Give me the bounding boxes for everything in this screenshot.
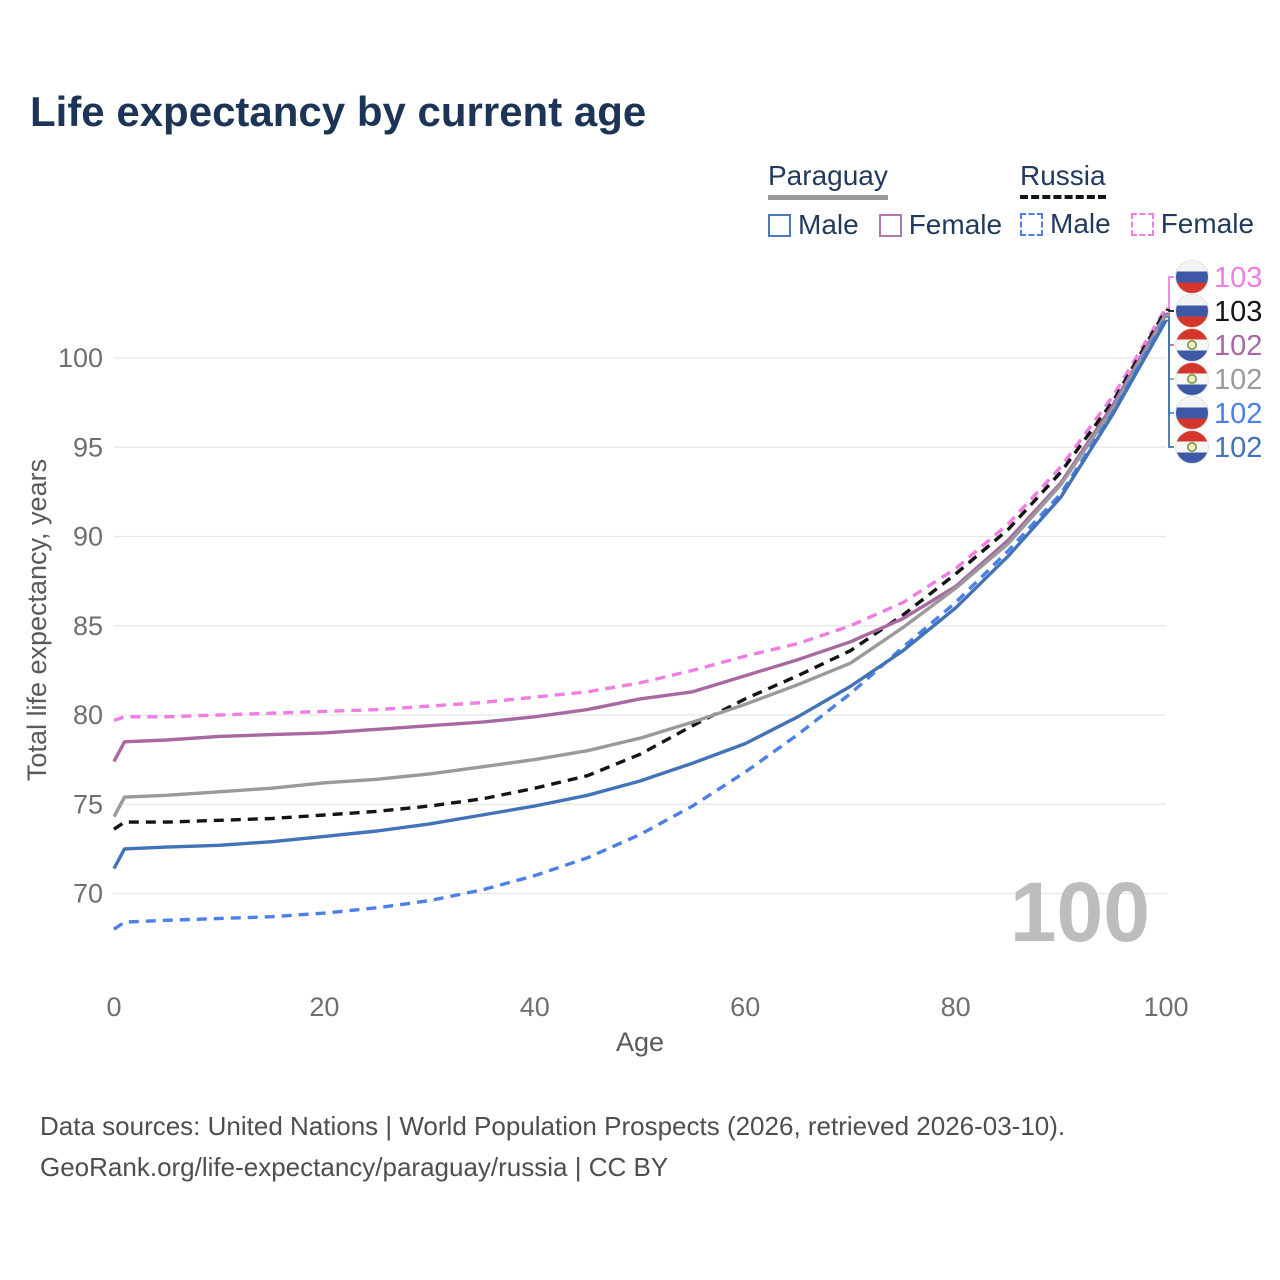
flag-ring <box>1175 294 1209 328</box>
flag-ring <box>1175 362 1209 396</box>
legend-item-russia-female[interactable]: Female <box>1130 208 1255 240</box>
y-tick-label-90: 90 <box>73 522 103 552</box>
legend-swatch-paraguay-female <box>878 213 902 237</box>
y-tick-label-95: 95 <box>73 432 103 462</box>
legend-label-paraguay-male: Male <box>798 209 859 240</box>
x-tick-label-60: 60 <box>730 992 760 1022</box>
y-axis-title: Total life expectancy, years <box>22 459 52 781</box>
series-line-russia-male[interactable] <box>113 316 1168 931</box>
russia-flag-icon <box>1175 260 1209 294</box>
hover-age-watermark: 100 <box>1010 865 1150 959</box>
leader-line-russia-female <box>1166 276 1174 309</box>
legend-swatch-russia-female <box>1130 212 1154 236</box>
series-line-russia-female[interactable] <box>113 307 1168 723</box>
flag-ring <box>1175 396 1209 430</box>
flag-ring <box>1175 260 1209 294</box>
leader-line-paraguay-male <box>1166 319 1174 448</box>
legend-swatch-russia-male <box>1020 212 1043 236</box>
life-expectancy-line-chart: 70 75 80 85 90 95 100 100 0 20 40 60 80 100 Age Total l… <box>22 260 1262 1057</box>
end-value-label-paraguay-both-sexes: 102 <box>1214 364 1262 396</box>
series-line-russia-both-sexes[interactable] <box>113 308 1168 831</box>
paraguay-flag-icon <box>1175 430 1209 464</box>
footer-line-2: GeoRank.org/life-expectancy/paraguay/rus… <box>40 1152 669 1182</box>
paraguay-flag-icon <box>1175 362 1209 396</box>
paraguay-flag-icon <box>1175 328 1209 362</box>
end-value-label-russia-male: 102 <box>1214 398 1262 430</box>
legend-items-russia: Male Female <box>1020 208 1254 240</box>
y-tick-label-100: 100 <box>58 343 103 373</box>
leader-line-paraguay-female <box>1166 312 1174 346</box>
legend-label-russia-female: Female <box>1160 208 1255 239</box>
legend-group-paraguay: Paraguay Male Female <box>768 160 1002 241</box>
legend-country-paraguay[interactable]: Paraguay <box>768 160 888 200</box>
chart-legend: Paraguay Male Female Russia Male <box>0 160 1280 250</box>
data-source-footer: Data sources: United Nations | World Pop… <box>40 1106 1065 1188</box>
series-line-paraguay-female[interactable] <box>112 312 1168 763</box>
legend-swatch-paraguay-male <box>768 213 791 237</box>
end-value-label-russia-both-sexes: 103 <box>1214 296 1262 328</box>
x-tick-label-0: 0 <box>106 992 121 1022</box>
legend-country-russia[interactable]: Russia <box>1020 160 1106 199</box>
end-value-label-paraguay-male: 102 <box>1214 432 1262 464</box>
leader-line-russia-both-sexes <box>1166 308 1174 312</box>
legend-group-russia: Russia Male Female <box>1020 160 1254 240</box>
y-tick-label-80: 80 <box>73 700 103 730</box>
legend-label-paraguay-female: Female <box>908 209 1003 240</box>
x-tick-label-80: 80 <box>941 992 971 1022</box>
series-line-paraguay-both-sexes[interactable] <box>112 314 1168 818</box>
series-line-paraguay-male[interactable] <box>112 319 1168 870</box>
x-tick-label-40: 40 <box>520 992 550 1022</box>
legend-item-russia-male[interactable]: Male <box>1020 208 1111 240</box>
x-axis-title: Age <box>616 1027 664 1057</box>
legend-items-paraguay: Male Female <box>768 209 1002 241</box>
legend-item-paraguay-male[interactable]: Male <box>768 209 859 241</box>
legend-label-russia-male: Male <box>1050 208 1111 239</box>
flag-ring <box>1175 328 1209 362</box>
end-value-label-paraguay-female: 102 <box>1214 330 1262 362</box>
x-tick-label-100: 100 <box>1143 992 1188 1022</box>
page-title: Life expectancy by current age <box>30 88 647 135</box>
x-tick-label-20: 20 <box>309 992 339 1022</box>
y-tick-label-75: 75 <box>73 789 103 819</box>
footer-line-1: Data sources: United Nations | World Pop… <box>40 1111 1066 1141</box>
leader-line-paraguay-both-sexes <box>1166 314 1174 380</box>
y-tick-label-70: 70 <box>73 879 103 909</box>
leader-line-russia-male <box>1166 316 1174 414</box>
legend-item-paraguay-female[interactable]: Female <box>878 209 1003 241</box>
russia-flag-icon <box>1175 294 1209 328</box>
end-value-label-russia-female: 103 <box>1214 262 1262 294</box>
russia-flag-icon <box>1175 396 1209 430</box>
y-tick-label-85: 85 <box>73 611 103 641</box>
flag-ring <box>1175 430 1209 464</box>
